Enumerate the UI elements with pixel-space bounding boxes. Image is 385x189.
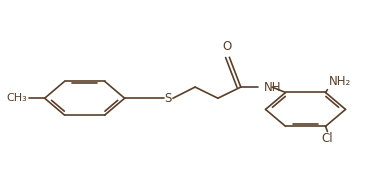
Text: CH₃: CH₃ xyxy=(7,93,27,103)
Text: NH: NH xyxy=(264,81,281,94)
Text: O: O xyxy=(223,40,232,53)
Text: S: S xyxy=(165,92,172,105)
Text: Cl: Cl xyxy=(321,132,333,145)
Text: NH₂: NH₂ xyxy=(328,75,351,88)
